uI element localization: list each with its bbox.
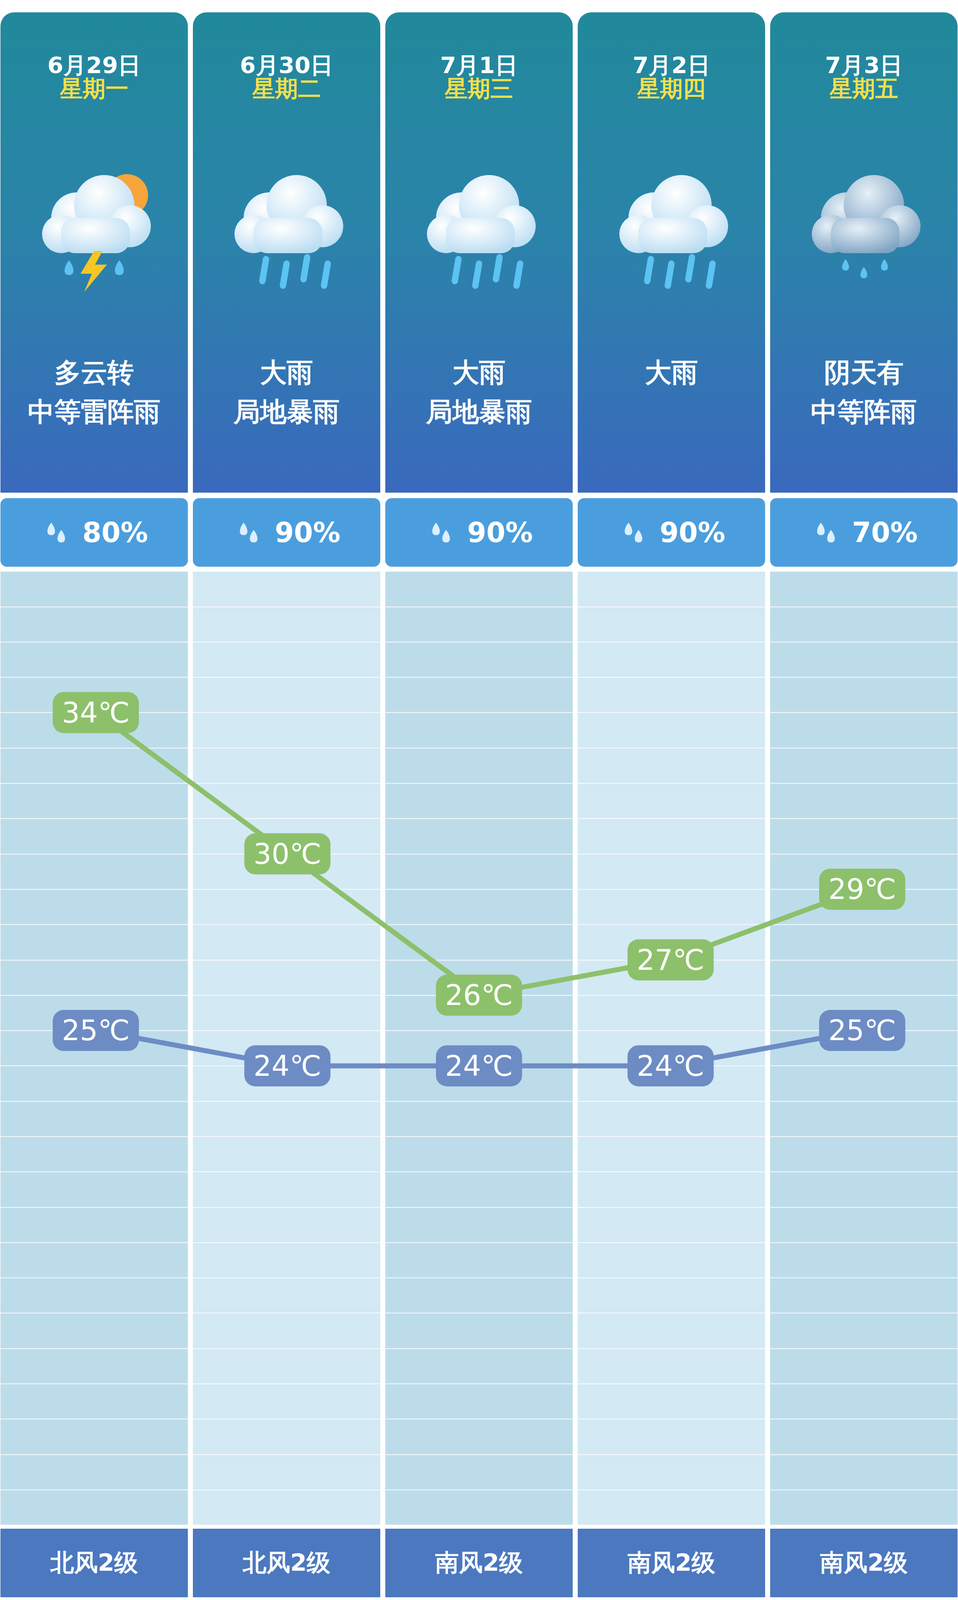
html-text:7月2日: 7月2日 — [632, 52, 711, 79]
html-text:中等雷阵雨: 中等雷阵雨 — [27, 396, 161, 428]
html-text:6月30日: 6月30日 — [239, 52, 334, 79]
html-text:北风2级: 北风2级 — [242, 1548, 331, 1577]
html-text:90%: 90% — [274, 516, 341, 549]
html-text:7月1日: 7月1日 — [440, 52, 518, 79]
html-text:大雨: 大雨 — [644, 356, 698, 389]
html-text:70%: 70% — [852, 516, 918, 549]
html-text:中等阵雨: 中等阵雨 — [810, 396, 917, 428]
html-text:南风2级: 南风2级 — [819, 1548, 908, 1577]
svg-text:29℃: 29℃ — [828, 872, 897, 906]
svg-text:26℃: 26℃ — [445, 978, 514, 1012]
svg-text:30℃: 30℃ — [253, 837, 322, 871]
html-text:南风2级: 南风2级 — [627, 1548, 716, 1577]
html-text:大雨: 大雨 — [260, 356, 314, 389]
html-text:星期二: 星期二 — [252, 75, 321, 102]
html-text:北风2级: 北风2级 — [50, 1548, 139, 1577]
svg-text:24℃: 24℃ — [445, 1049, 514, 1083]
html-text:阴天有: 阴天有 — [824, 356, 904, 389]
svg-text:25℃: 25℃ — [828, 1013, 897, 1048]
html-text:6月29日: 6月29日 — [47, 52, 141, 79]
svg-text:34℃: 34℃ — [61, 696, 130, 730]
svg-text:27℃: 27℃ — [636, 943, 705, 977]
html-text:星期一: 星期一 — [59, 75, 129, 102]
html-text:80%: 80% — [82, 516, 148, 549]
html-text:局地暴雨: 局地暴雨 — [233, 396, 340, 428]
html-text:多云转: 多云转 — [54, 356, 134, 389]
html-text:星期五: 星期五 — [829, 75, 899, 102]
html-text:南风2级: 南风2级 — [435, 1548, 523, 1577]
svg-text:25℃: 25℃ — [61, 1013, 130, 1048]
svg-text:24℃: 24℃ — [253, 1049, 322, 1083]
html-text:局地暴雨: 局地暴雨 — [425, 396, 533, 428]
html-text:7月3日: 7月3日 — [825, 52, 903, 79]
svg-text:24℃: 24℃ — [636, 1049, 705, 1083]
html-text:90%: 90% — [659, 516, 726, 549]
html-text:90%: 90% — [467, 516, 533, 549]
html-text:星期三: 星期三 — [444, 75, 514, 102]
html-text:大雨: 大雨 — [452, 356, 506, 389]
html-text:星期四: 星期四 — [637, 75, 706, 102]
